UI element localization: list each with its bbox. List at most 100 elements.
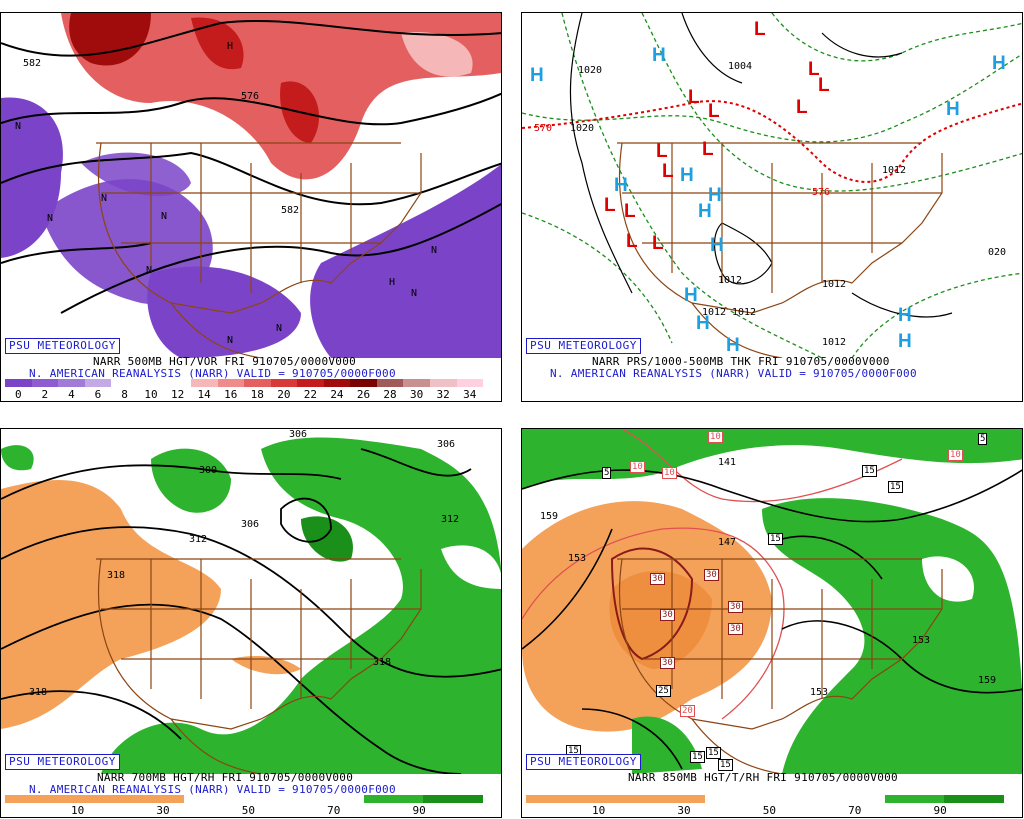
panel-valid-line: N. AMERICAN REANALYSIS (NARR) VALID = 91… [550, 367, 917, 380]
panel2-label-1012-b: 1012 [718, 275, 743, 286]
low-pressure-5: L [688, 87, 700, 108]
colorbar-ticks: 10 30 50 70 90 [5, 804, 483, 817]
temp-label-15-g: 15 [718, 759, 733, 771]
colorbar-tick-label: 70 [327, 804, 341, 817]
temp-label-25: 25 [656, 685, 671, 697]
panel1-label-576: 576 [241, 91, 260, 102]
panel1-label-n-6: N [146, 265, 153, 276]
panel2-label-1012-d: 1012 [732, 307, 757, 318]
high-pressure-13: H [898, 305, 912, 326]
colorbar-tick-label: 50 [762, 804, 777, 817]
colorbar-tick-label: 90 [412, 804, 426, 817]
temp-label-5-b: 5 [602, 467, 612, 479]
colorbar-swatch [217, 379, 245, 387]
map-500mb-vorticity [1, 13, 501, 358]
panel3-label-300: 300 [199, 465, 218, 476]
colorbar-swatch [824, 795, 885, 803]
temp-label-30-f: 30 [660, 657, 675, 669]
low-pressure-8: L [702, 139, 714, 160]
temp-label-15-f: 15 [706, 747, 721, 759]
colorbar-swatch [64, 795, 125, 803]
panel3-label-306-b: 306 [437, 439, 456, 450]
panel3-label-312-b: 312 [441, 514, 460, 525]
panel2-label-020: 020 [988, 247, 1007, 258]
panel-title: NARR 500MB HGT/VOR FRI 910705/0000V000 [93, 355, 357, 368]
low-pressure-1: L [754, 19, 766, 40]
panel2-label-1012-f: 1012 [822, 337, 847, 348]
panel3-label-306-c: 306 [241, 519, 260, 530]
psu-meteorology-badge: PSU METEOROLOGY [526, 338, 641, 354]
colorbar-swatch [84, 379, 112, 387]
panel1-label-n-4: N [431, 245, 438, 256]
low-pressure-3: L [818, 75, 830, 96]
colorbar-swatch [303, 795, 364, 803]
panel1-label-582-center: 582 [281, 205, 300, 216]
colorbar-tick-label: 30 [677, 804, 691, 817]
panel2-label-1020-b: 1020 [570, 123, 595, 134]
colorbar-swatch [363, 795, 424, 803]
colorbar-ticks: 0 2 4 6 8 10 12 14 16 18 20 22 24 26 28 30 32 34 [5, 388, 483, 401]
colorbar-swatch [645, 795, 706, 803]
panel4-label-141: 141 [718, 457, 737, 468]
colorbar-swatch [403, 379, 430, 387]
panel-850mb-temp-rh: 141 159 153 147 153 153 159 10 10 10 10 … [521, 428, 1023, 818]
panel4-label-153-b: 153 [912, 635, 931, 646]
colorbar-tick-label: 12 [170, 388, 185, 401]
colorbar-swatch [526, 795, 586, 803]
high-pressure-1: H [530, 65, 544, 86]
colorbar-tick-label: 14 [197, 388, 211, 401]
panel1-label-h-2: H [389, 277, 396, 288]
colorbar-tick-label: 20 [277, 388, 291, 401]
panel3-label-306-a: 306 [289, 429, 308, 440]
colorbar-tick-label: 2 [41, 388, 49, 401]
colorbar-swatch [137, 379, 165, 387]
panel3-label-312-a: 312 [189, 534, 208, 545]
colorbar-rh [526, 795, 1004, 803]
temp-label-15-b: 15 [888, 481, 903, 493]
temp-label-30-a: 30 [650, 573, 665, 585]
colorbar-tick-label: 70 [848, 804, 862, 817]
temp-label-20: 20 [680, 705, 695, 717]
colorbar-swatch [124, 795, 185, 803]
panel-title: NARR 700MB HGT/RH FRI 910705/0000V000 [97, 771, 354, 784]
map-700mb-rh [1, 429, 501, 774]
colorbar-swatch [244, 795, 304, 803]
colorbar-swatch [456, 379, 484, 387]
panel2-label-1012-a: 1012 [882, 165, 907, 176]
psu-meteorology-badge: PSU METEOROLOGY [5, 754, 120, 770]
panel-valid-line: N. AMERICAN REANALYSIS (NARR) VALID = 91… [29, 367, 396, 380]
high-pressure-4: H [946, 99, 960, 120]
panel3-label-318-c: 318 [29, 687, 48, 698]
panel4-label-159-a: 159 [540, 511, 559, 522]
panel1-label-n-7: N [276, 323, 283, 334]
temp-label-5-a: 5 [978, 433, 988, 445]
high-pressure-11: H [696, 313, 710, 334]
low-pressure-9: L [662, 161, 674, 182]
high-pressure-2: H [652, 45, 666, 66]
map-850mb-temp-rh [522, 429, 1022, 774]
colorbar-tick-label: 16 [224, 388, 238, 401]
temp-label-15-a: 15 [862, 465, 877, 477]
panel2-label-1012-c: 1012 [702, 307, 727, 318]
colorbar-tick-label: 26 [356, 388, 371, 401]
panel-700mb-rh: 306 306 300 312 318 306 312 318 318 PSU … [0, 428, 502, 818]
colorbar-tick-label: 10 [71, 804, 85, 817]
colorbar-vorticity [5, 379, 484, 387]
colorbar-tick-label: 32 [436, 388, 450, 401]
high-pressure-3: H [992, 53, 1006, 74]
high-pressure-6: H [680, 165, 694, 186]
low-pressure-10: L [604, 195, 616, 216]
high-pressure-8: H [698, 201, 712, 222]
colorbar-ticks: 10 30 50 70 90 [526, 804, 1004, 817]
panel1-label-n-8: N [411, 288, 418, 299]
panel1-label-582-west: 582 [23, 58, 42, 69]
low-pressure-6: L [708, 101, 720, 122]
colorbar-swatch [297, 379, 324, 387]
temp-label-10-a: 10 [708, 431, 723, 443]
colorbar-swatch [884, 795, 945, 803]
colorbar-swatch [164, 379, 191, 387]
panel2-label-570: 570 [534, 123, 553, 134]
colorbar-swatch [190, 379, 218, 387]
colorbar-swatch [350, 379, 377, 387]
colorbar-tick-label: 90 [933, 804, 947, 817]
